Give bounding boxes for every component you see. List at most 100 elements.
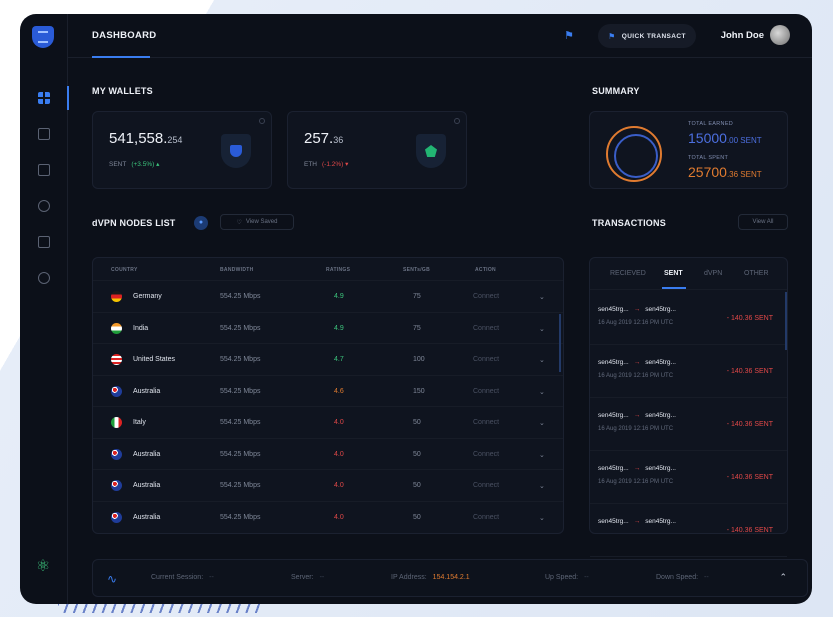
network-icon[interactable]: ⚛ bbox=[35, 558, 51, 575]
tab-dvpn[interactable]: dVPN bbox=[704, 270, 723, 277]
flag-icon bbox=[111, 417, 122, 428]
tx-amount: - 140.36 SENT bbox=[726, 421, 773, 428]
table-row[interactable]: India 554.25 Mbps 4.9 75 Connect ⌄ bbox=[93, 311, 563, 344]
tx-amount: - 140.36 SENT bbox=[726, 527, 773, 534]
node-price: 50 bbox=[413, 513, 421, 521]
transactions-scrollbar[interactable] bbox=[785, 292, 787, 350]
table-row[interactable]: Australia 554.25 Mbps 4.0 50 Connect ⌄ bbox=[93, 500, 563, 533]
table-header: COUNTRY BANDWIDTH RATINGS SENTs/GB ACTIO… bbox=[93, 258, 563, 280]
node-rating: 4.0 bbox=[334, 482, 344, 489]
table-row[interactable]: Australia 554.25 Mbps 4.6 150 Connect ⌄ bbox=[93, 374, 563, 407]
node-bandwidth: 554.25 Mbps bbox=[220, 293, 261, 300]
list-item[interactable]: sen45trg... → sen45trg... 16 Aug 2019 12:16… bbox=[590, 451, 787, 504]
node-price: 50 bbox=[413, 419, 421, 426]
tx-date: 16 Aug 2019 12:16 PM UTC bbox=[598, 373, 674, 379]
connect-button[interactable]: Connect bbox=[473, 293, 500, 300]
location-pin-icon[interactable]: ● bbox=[194, 216, 208, 230]
connect-button[interactable]: Connect bbox=[473, 419, 500, 426]
col-country[interactable]: COUNTRY bbox=[111, 267, 138, 273]
table-row[interactable]: United States 554.25 Mbps 4.7 100 Connect ⌄ bbox=[93, 343, 563, 375]
chevron-down-icon[interactable]: ⌄ bbox=[539, 514, 545, 522]
chevron-down-icon[interactable]: ⌄ bbox=[539, 420, 545, 427]
wallet-card-eth[interactable]: 257.36 ETH (-1.2%) ▾ bbox=[287, 111, 467, 189]
node-country: Australia bbox=[133, 450, 161, 458]
wallet-card-sent[interactable]: 541,558.254 SENT (+3.5%) ▴ bbox=[92, 111, 272, 189]
table-row[interactable]: Italy 554.25 Mbps 4.0 50 Connect ⌄ bbox=[93, 406, 563, 438]
avatar[interactable] bbox=[770, 25, 790, 45]
current-session: Current Session: -- bbox=[151, 574, 214, 581]
sidebar-item-apps[interactable] bbox=[20, 224, 68, 260]
view-all-button[interactable]: View All bbox=[738, 214, 788, 230]
sidebar-item-dashboard[interactable] bbox=[20, 80, 69, 116]
node-country: United States bbox=[133, 356, 176, 363]
flag-icon bbox=[111, 448, 122, 460]
node-country: Germany bbox=[133, 293, 162, 300]
quick-transact-button[interactable]: ⚑ QUICK TRANSACT bbox=[598, 24, 696, 48]
col-price[interactable]: SENTs/GB bbox=[403, 267, 431, 273]
connect-button[interactable]: Connect bbox=[473, 356, 500, 363]
tab-sent[interactable]: SENT bbox=[664, 270, 683, 277]
flag-icon bbox=[111, 511, 122, 523]
chevron-down-icon[interactable]: ⌄ bbox=[539, 294, 545, 301]
flag-icon bbox=[111, 480, 122, 491]
connect-button[interactable]: Connect bbox=[473, 324, 500, 332]
table-row[interactable]: Australia 554.25 Mbps 4.0 50 Connect ⌄ bbox=[93, 469, 563, 501]
col-ratings[interactable]: RATINGS bbox=[326, 267, 351, 273]
list-item[interactable]: sen45trg... → sen45trg... 16 Aug 2019 12:16… bbox=[590, 398, 787, 451]
card-menu-icon[interactable] bbox=[259, 118, 265, 124]
tx-date: 16 Aug 2019 12:16 PM UTC bbox=[598, 479, 674, 485]
chevron-down-icon[interactable]: ⌄ bbox=[539, 451, 545, 459]
wallet-amount: 257.36 bbox=[304, 130, 344, 147]
list-item[interactable]: sen45trg... → sen45trg... 16 Aug 2019 12:16… bbox=[590, 292, 787, 345]
chevron-down-icon[interactable]: ⌄ bbox=[539, 325, 545, 333]
chevron-down-icon[interactable]: ⌄ bbox=[539, 357, 545, 364]
tx-route: sen45trg... → sen45trg... bbox=[598, 359, 676, 366]
node-bandwidth: 554.25 Mbps bbox=[220, 450, 261, 458]
node-bandwidth: 554.25 Mbps bbox=[220, 419, 261, 426]
table-row[interactable]: Australia 554.25 Mbps 4.0 50 Connect ⌄ bbox=[93, 437, 563, 470]
arrow-right-icon: → bbox=[633, 306, 641, 313]
title-underline bbox=[92, 56, 150, 58]
node-price: 150 bbox=[413, 387, 425, 395]
ip-address: IP Address: 154.154.2.1 bbox=[391, 574, 470, 581]
table-row[interactable]: Germany 554.25 Mbps 4.9 75 Connect ⌄ bbox=[93, 280, 563, 312]
node-rating: 4.9 bbox=[334, 293, 344, 300]
spent-value: 25700.36 SENT bbox=[688, 164, 762, 180]
chevron-down-icon[interactable]: ⌄ bbox=[539, 483, 545, 490]
connect-button[interactable]: Connect bbox=[473, 387, 500, 395]
summary-card: TOTAL EARNED 15000.00 SENT TOTAL SPENT 2… bbox=[589, 111, 788, 189]
user-name[interactable]: John Doe bbox=[720, 30, 764, 41]
logo-shield-icon[interactable] bbox=[32, 26, 54, 48]
chevron-up-icon[interactable]: ⌃ bbox=[779, 572, 787, 582]
connect-button[interactable]: Connect bbox=[473, 450, 500, 458]
wave-icon: ∿ bbox=[107, 572, 118, 586]
server: Server: -- bbox=[291, 574, 325, 581]
sidebar-item-coin[interactable] bbox=[20, 260, 68, 296]
list-item[interactable]: sen45trg... → sen45trg... 16 Aug 2019 12:16… bbox=[590, 345, 787, 398]
arrow-right-icon: → bbox=[633, 359, 641, 366]
spent-label: TOTAL SPENT bbox=[688, 155, 729, 161]
sidebar-item-wallet[interactable] bbox=[20, 116, 68, 152]
notification-icon[interactable]: ⚑ bbox=[564, 30, 574, 42]
col-bandwidth[interactable]: BANDWIDTH bbox=[220, 267, 254, 273]
node-price: 100 bbox=[413, 356, 425, 363]
grid-icon bbox=[38, 92, 50, 104]
tab-other[interactable]: OTHER bbox=[744, 270, 769, 277]
node-bandwidth: 554.25 Mbps bbox=[220, 356, 261, 363]
sidebar-item-book[interactable] bbox=[20, 152, 68, 188]
node-country: India bbox=[133, 324, 149, 332]
connect-button[interactable]: Connect bbox=[473, 513, 500, 521]
chevron-down-icon[interactable]: ⌄ bbox=[539, 388, 545, 396]
node-country: Italy bbox=[133, 419, 146, 426]
tx-route: sen45trg... → sen45trg... bbox=[598, 465, 676, 472]
sidebar-item-settings[interactable] bbox=[20, 188, 68, 224]
connect-button[interactable]: Connect bbox=[473, 482, 500, 489]
tx-amount: - 140.36 SENT bbox=[726, 368, 773, 375]
node-rating: 4.9 bbox=[334, 324, 344, 332]
list-item[interactable]: sen45trg... → sen45trg... - 140.36 SENT bbox=[590, 504, 787, 557]
card-menu-icon[interactable] bbox=[454, 118, 460, 124]
view-saved-button[interactable]: ♡ View Saved bbox=[220, 214, 294, 230]
tab-received[interactable]: RECIEVED bbox=[610, 270, 646, 277]
sidebar-nav bbox=[20, 80, 69, 296]
table-scrollbar[interactable] bbox=[559, 314, 561, 372]
